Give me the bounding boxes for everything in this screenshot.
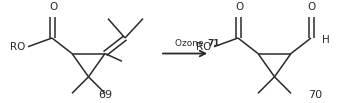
Text: 69: 69: [98, 90, 112, 100]
Text: RO: RO: [10, 42, 25, 52]
Text: RO: RO: [196, 42, 211, 52]
Text: 71: 71: [207, 39, 219, 48]
Text: 70: 70: [308, 90, 322, 100]
Text: Ozone: Ozone: [175, 39, 206, 48]
Text: O: O: [308, 2, 316, 12]
Text: H: H: [322, 35, 330, 45]
Text: O: O: [235, 2, 243, 12]
Text: O: O: [49, 2, 57, 12]
